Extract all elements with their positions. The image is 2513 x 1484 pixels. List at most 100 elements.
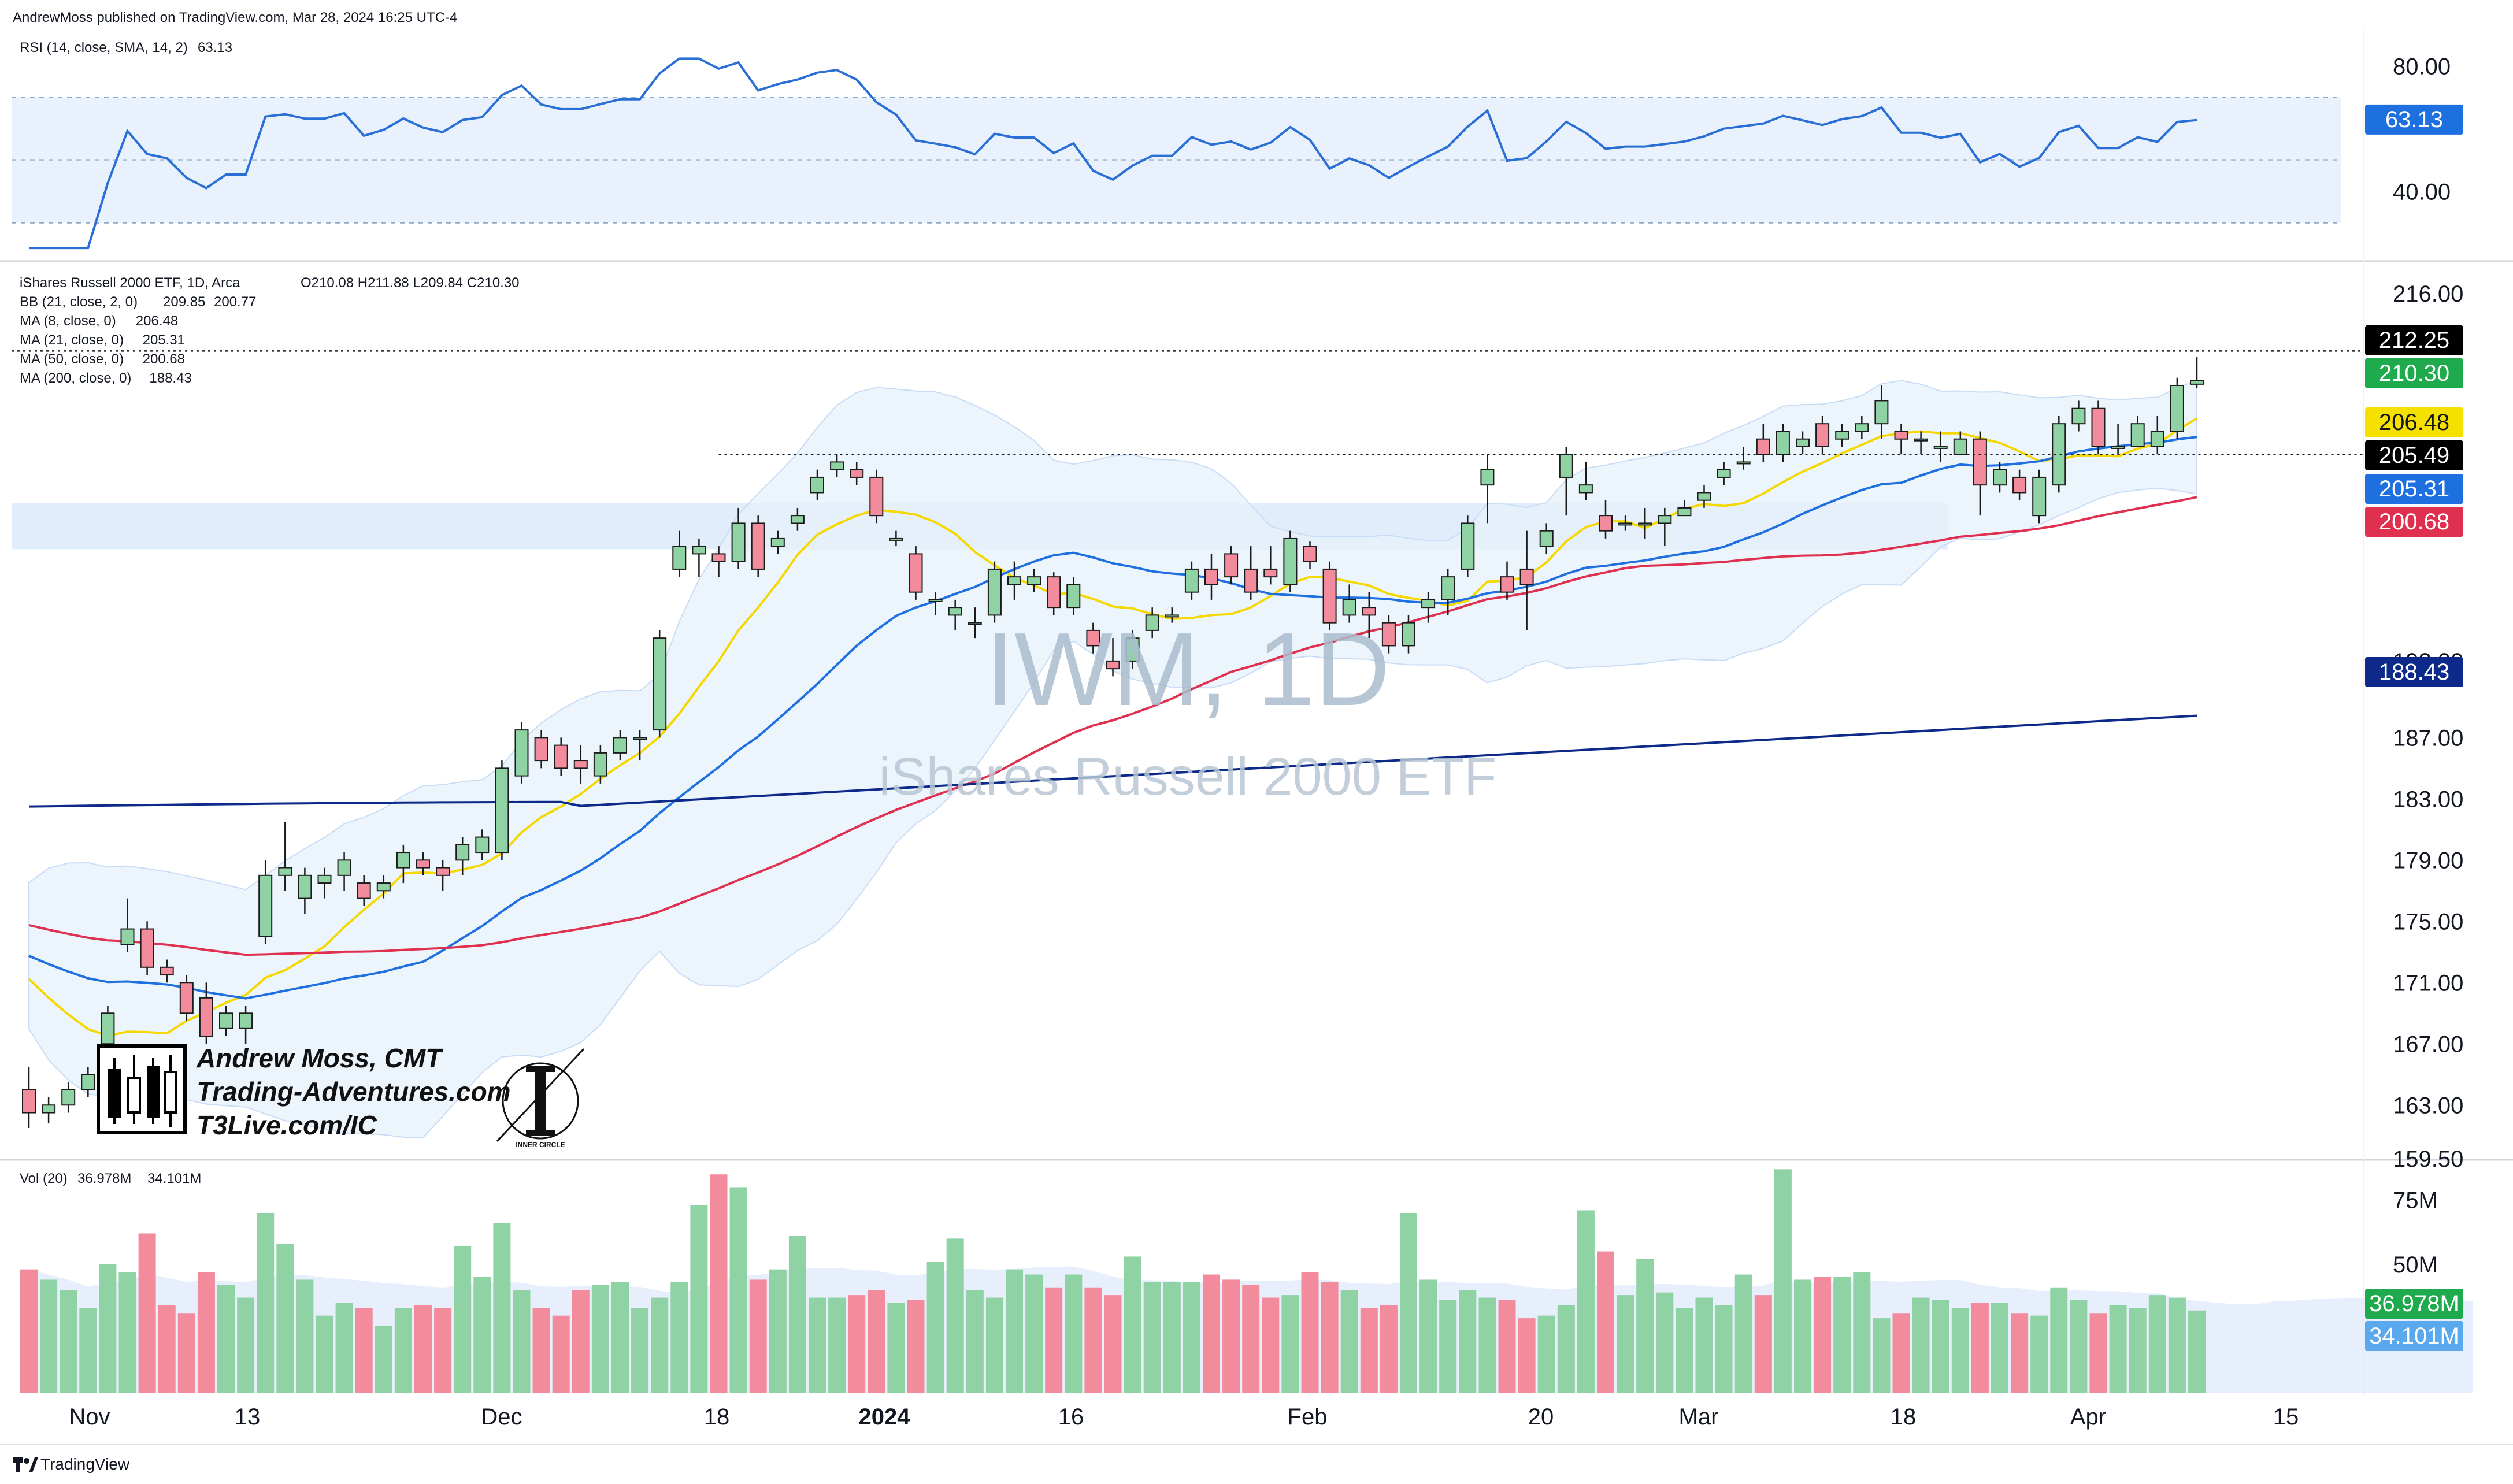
volume-bar[interactable] <box>1006 1269 1023 1393</box>
candle[interactable] <box>239 1006 253 1044</box>
candlesticks[interactable] <box>22 357 2204 1129</box>
candle[interactable] <box>1855 415 1869 439</box>
candle[interactable] <box>850 462 864 485</box>
candle[interactable] <box>1402 615 1415 654</box>
volume-bar[interactable] <box>848 1295 866 1393</box>
price-pill[interactable]: 210.30 <box>2365 358 2463 388</box>
rsi-line[interactable] <box>29 57 2197 250</box>
volume-bar[interactable] <box>20 1269 38 1393</box>
price-axis[interactable]: 216.00208.00192.00187.00183.00179.00175.… <box>2365 54 2463 1351</box>
volume-bar[interactable] <box>2011 1313 2029 1393</box>
volume-bar[interactable] <box>1932 1300 1949 1393</box>
candle[interactable] <box>1697 485 1711 508</box>
volume-bar[interactable] <box>1400 1212 1417 1393</box>
volume-bar[interactable] <box>710 1174 728 1393</box>
volume-bar[interactable] <box>1419 1279 1437 1393</box>
candle[interactable] <box>672 530 687 577</box>
volume-bar[interactable] <box>1459 1290 1477 1393</box>
volume-bar[interactable] <box>926 1262 944 1393</box>
volume-bar[interactable] <box>2129 1308 2147 1393</box>
volume-bar[interactable] <box>1084 1287 1102 1393</box>
candle[interactable] <box>1263 546 1278 585</box>
candle[interactable] <box>416 852 430 875</box>
candle[interactable] <box>1993 462 2007 493</box>
volume-bar[interactable] <box>572 1290 590 1393</box>
candle[interactable] <box>1441 569 1455 615</box>
candle[interactable] <box>1066 577 1081 615</box>
candle[interactable] <box>396 844 410 884</box>
volume-bar[interactable] <box>1656 1292 1674 1393</box>
volume-bar[interactable] <box>2109 1305 2127 1393</box>
candle[interactable] <box>1519 530 1534 630</box>
candle[interactable] <box>1914 431 1928 455</box>
volume-bar[interactable] <box>1557 1305 1575 1393</box>
candle[interactable] <box>1815 415 1830 455</box>
price-pill[interactable]: 205.31 <box>2365 474 2463 504</box>
candle[interactable] <box>830 454 844 477</box>
volume-bar[interactable] <box>651 1297 669 1393</box>
volume-bar[interactable] <box>1695 1297 1713 1393</box>
candle[interactable] <box>2190 357 2204 388</box>
candle[interactable] <box>514 722 529 784</box>
candle[interactable] <box>1165 607 1179 623</box>
volume-bar[interactable] <box>316 1315 333 1393</box>
volume-bar[interactable] <box>1715 1305 1733 1393</box>
candle[interactable] <box>1973 431 1987 516</box>
candle[interactable] <box>1736 446 1751 470</box>
candle[interactable] <box>810 469 824 500</box>
volume-bar[interactable] <box>611 1282 629 1393</box>
candle[interactable] <box>2071 400 2086 432</box>
volume-bar[interactable] <box>177 1313 195 1393</box>
candle[interactable] <box>2170 377 2184 439</box>
volume-bar[interactable] <box>809 1297 826 1393</box>
volume-bar[interactable] <box>966 1290 984 1393</box>
candle[interactable] <box>1224 546 1239 585</box>
candle[interactable] <box>987 561 1002 623</box>
candle[interactable] <box>1638 507 1652 539</box>
volume-bar[interactable] <box>138 1233 156 1393</box>
candle[interactable] <box>120 898 135 952</box>
volume-bar[interactable] <box>1281 1295 1299 1393</box>
candle[interactable] <box>1007 561 1021 600</box>
rsi-pane[interactable] <box>12 57 2341 250</box>
volume-bar[interactable] <box>1636 1259 1654 1393</box>
time-axis[interactable]: Nov 13 Dec 18 2024 16 Feb 20 Mar 18 Apr 15 <box>69 1404 2299 1430</box>
candle[interactable] <box>1618 515 1633 531</box>
candle[interactable] <box>1559 446 1573 516</box>
volume-bar[interactable] <box>257 1212 275 1393</box>
price-pill[interactable]: 205.49 <box>2365 440 2463 470</box>
price-pill[interactable]: 188.43 <box>2365 657 2463 687</box>
volume-bar[interactable] <box>197 1272 215 1393</box>
candle[interactable] <box>258 860 273 945</box>
candle[interactable] <box>2091 400 2106 455</box>
candle[interactable] <box>1047 572 1061 615</box>
candle[interactable] <box>770 530 785 554</box>
candle[interactable] <box>968 607 982 639</box>
candle[interactable] <box>711 546 726 577</box>
candle[interactable] <box>554 737 568 776</box>
candle[interactable] <box>2130 415 2145 447</box>
candle[interactable] <box>1874 385 1889 439</box>
volume-bar[interactable] <box>985 1297 1003 1393</box>
candle[interactable] <box>653 630 667 738</box>
candle[interactable] <box>1204 554 1218 600</box>
candle[interactable] <box>1086 622 1100 654</box>
volume-bar[interactable] <box>434 1308 452 1393</box>
volume-bar[interactable] <box>1104 1295 1122 1393</box>
candle[interactable] <box>219 1006 233 1037</box>
candle[interactable] <box>1539 523 1554 554</box>
candle[interactable] <box>22 1067 36 1129</box>
volume-bar[interactable] <box>375 1326 392 1393</box>
volume-bar[interactable] <box>1853 1272 1871 1393</box>
volume-bar[interactable] <box>729 1187 747 1393</box>
volume-bar[interactable] <box>1951 1308 1969 1393</box>
candle[interactable] <box>1145 607 1159 639</box>
candle[interactable] <box>790 507 805 531</box>
volume-bar[interactable] <box>2070 1300 2088 1393</box>
volume-bar[interactable] <box>1045 1287 1063 1393</box>
volume-bar[interactable] <box>690 1205 708 1393</box>
volume-bar[interactable] <box>1203 1274 1220 1393</box>
candle[interactable] <box>1322 561 1337 630</box>
candle[interactable] <box>1106 638 1120 677</box>
